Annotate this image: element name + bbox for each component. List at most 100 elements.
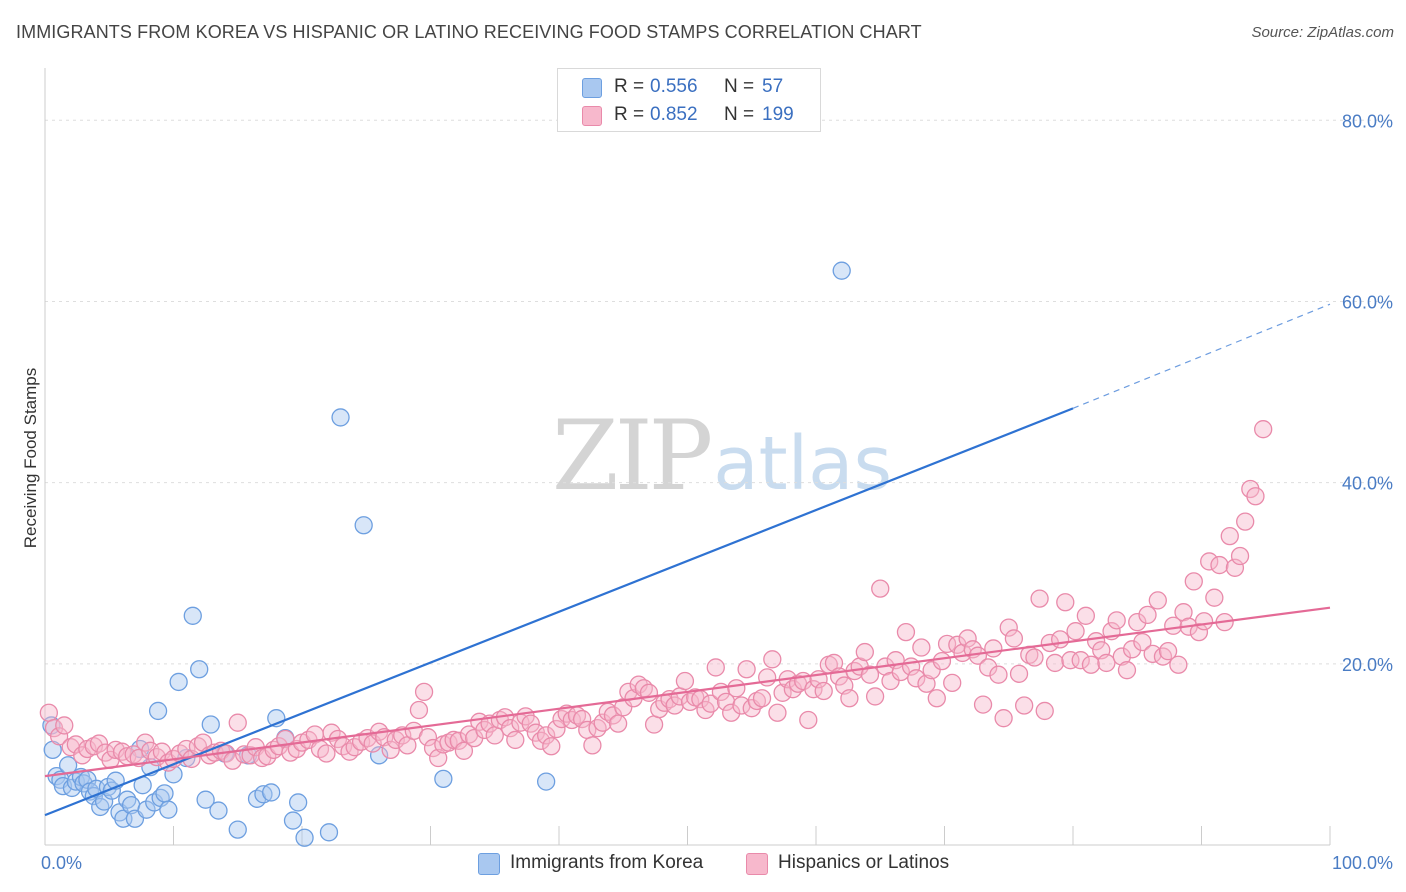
data-point — [1189, 622, 1209, 642]
data-point — [434, 769, 453, 789]
data-point — [572, 709, 592, 729]
data-point — [583, 736, 602, 755]
x-tick-label: 0.0% — [41, 853, 82, 873]
data-point — [747, 691, 767, 711]
data-point — [409, 700, 429, 720]
legend-r-value: 0.556 — [650, 76, 698, 97]
data-point — [973, 695, 993, 714]
data-point — [531, 731, 551, 750]
bottom-legend-label-hispanic: Hispanics or Latinos — [778, 852, 950, 873]
data-point — [196, 790, 215, 809]
data-point — [763, 650, 782, 669]
y-axis-title: Receiving Food Stamps — [21, 368, 40, 548]
data-point — [521, 714, 540, 733]
data-point — [1076, 606, 1095, 625]
data-point — [137, 800, 156, 819]
data-point — [1153, 647, 1173, 666]
data-point — [588, 718, 607, 738]
data-point — [66, 735, 85, 754]
data-point — [1184, 572, 1203, 591]
data-point — [773, 683, 792, 702]
y-tick-label: 80.0% — [1342, 111, 1393, 131]
data-point — [716, 692, 736, 712]
data-point — [644, 715, 664, 734]
data-point — [881, 671, 900, 691]
data-point — [1205, 588, 1224, 607]
data-point — [1210, 555, 1229, 575]
data-point — [665, 696, 684, 715]
data-point — [1194, 612, 1214, 631]
data-point — [768, 703, 787, 722]
data-point — [1230, 546, 1250, 566]
data-point — [169, 672, 188, 692]
trend-line-hispanic — [44, 606, 1331, 778]
data-point — [840, 689, 859, 708]
data-point — [1081, 655, 1101, 674]
data-point — [454, 741, 474, 760]
data-point — [722, 703, 741, 722]
trend-line-korea — [44, 407, 1074, 817]
series-hispanics-or-latinos — [39, 420, 1273, 772]
data-point — [148, 701, 168, 721]
tick-labels: 20.0% 40.0% 60.0% 80.0% 0.0% 100.0% — [41, 111, 1393, 873]
data-point — [1122, 640, 1142, 659]
data-point — [1071, 651, 1090, 670]
data-point — [1246, 487, 1265, 506]
data-point — [912, 638, 931, 657]
trend-line-korea-extension — [1072, 303, 1331, 409]
data-point — [1200, 552, 1219, 571]
data-point — [55, 716, 74, 735]
data-point — [958, 629, 977, 648]
data-point — [701, 694, 720, 713]
data-point — [824, 653, 844, 673]
data-point — [1148, 591, 1167, 610]
data-point — [501, 718, 520, 738]
bottom-legend-label-korea: Immigrants from Korea — [510, 852, 704, 873]
legend-r-label: R = — [614, 104, 645, 125]
data-point — [593, 713, 612, 732]
data-point — [1112, 647, 1131, 666]
legend-n-label: N = — [724, 104, 755, 125]
y-tick-label: 20.0% — [1342, 655, 1393, 675]
data-point — [917, 674, 936, 693]
data-point — [331, 408, 350, 427]
watermark-zip: ZIP — [552, 400, 713, 512]
data-point — [262, 783, 281, 802]
data-point — [922, 661, 941, 680]
data-point — [989, 665, 1008, 684]
data-point — [369, 746, 389, 765]
data-point — [1097, 653, 1116, 673]
data-point — [932, 651, 952, 671]
data-point — [164, 765, 183, 784]
data-point — [228, 820, 247, 839]
data-point — [288, 793, 308, 812]
data-point — [319, 823, 339, 842]
data-point — [1220, 526, 1239, 546]
data-point — [994, 709, 1013, 728]
legend-swatch-korea — [582, 78, 602, 98]
data-point — [1015, 696, 1034, 715]
data-point — [1009, 664, 1029, 683]
trend-lines — [44, 303, 1331, 817]
legend-row-hispanic: R = 0.852 N = 199 — [558, 101, 820, 131]
data-point — [1254, 420, 1273, 439]
data-point — [907, 669, 926, 688]
data-point — [814, 681, 833, 701]
x-tick-label: 100.0% — [1332, 853, 1393, 873]
data-point — [1035, 701, 1054, 721]
data-point — [758, 668, 777, 687]
data-point — [608, 714, 628, 733]
data-point — [317, 744, 336, 763]
data-point — [155, 784, 174, 803]
data-point — [547, 719, 566, 739]
bottom-legend-swatch-korea — [478, 853, 500, 875]
data-point — [727, 679, 746, 698]
data-point — [1133, 632, 1152, 652]
data-point — [1138, 605, 1157, 625]
data-point — [393, 726, 412, 745]
data-point — [1045, 653, 1065, 673]
data-point — [1236, 512, 1255, 531]
data-point — [979, 658, 998, 677]
data-point — [89, 734, 109, 753]
